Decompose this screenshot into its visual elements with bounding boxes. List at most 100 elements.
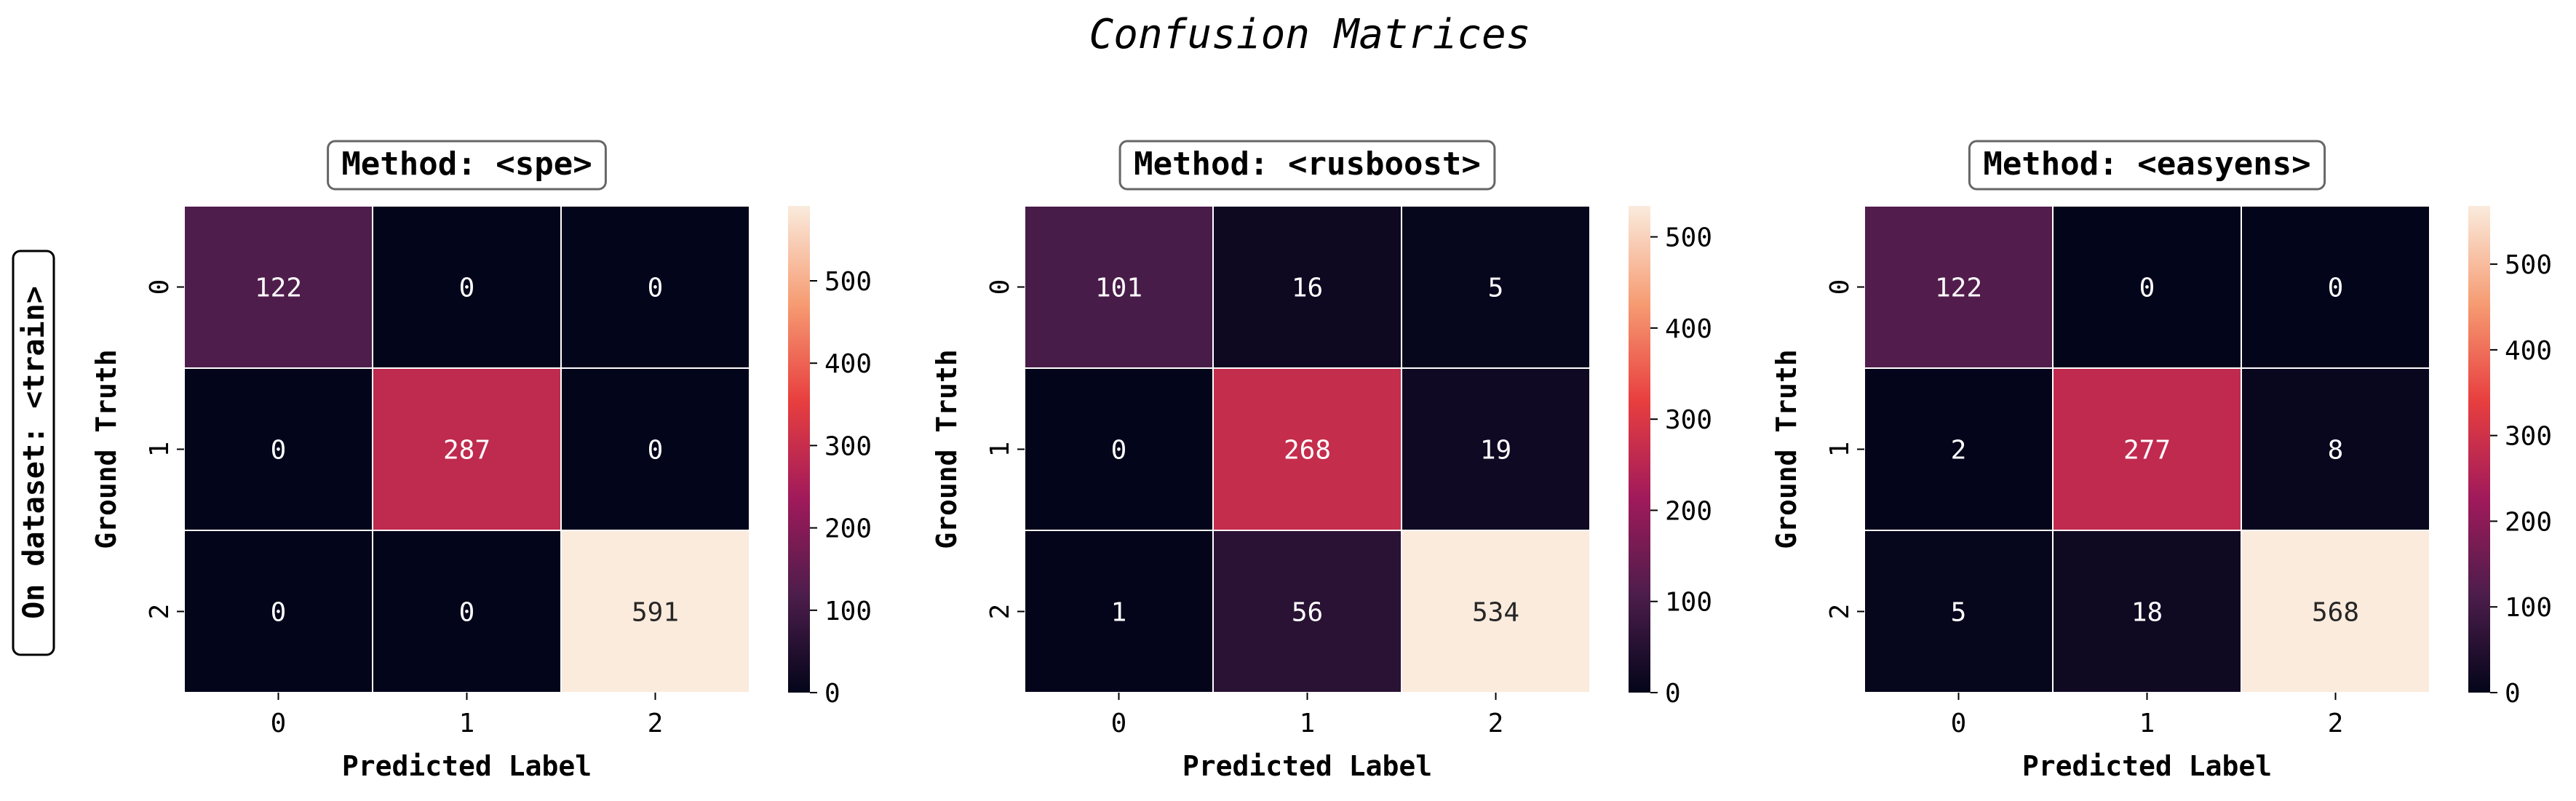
heatmap-cell xyxy=(1024,367,1214,531)
x-tick-label: 1 xyxy=(2139,709,2155,738)
cell-value-label: 122 xyxy=(255,274,302,303)
panel-title-box xyxy=(1968,140,2326,191)
y-tick-label: 2 xyxy=(145,604,175,620)
panel-title: Method: <easyens> xyxy=(1983,146,2310,183)
x-axis-label: Predicted Label xyxy=(2022,750,2272,782)
heatmap-cell xyxy=(1401,367,1591,531)
heatmap-cell xyxy=(1212,367,1402,531)
cell-value-label: 0 xyxy=(2139,274,2155,303)
panel-1: Method: <rusboost> 101 16 5 0 268 19 1 56 534 0 1 20… xyxy=(931,140,1712,782)
heatmap-cell xyxy=(2241,367,2430,531)
y-axis-label: Ground Truth xyxy=(1770,349,1802,549)
heatmap-cell xyxy=(1864,205,2054,369)
colorbar-tick-label: 100 xyxy=(2505,593,2552,623)
cell-value-label: 534 xyxy=(1472,598,1519,628)
heatmap-cell xyxy=(1864,367,2054,531)
cell-value-label: 0 xyxy=(459,274,475,303)
cell-value-label: 0 xyxy=(271,598,287,628)
figure-title: Confusion Matrices xyxy=(1089,11,1531,58)
heatmap-cell xyxy=(2241,530,2430,693)
heatmap-cell xyxy=(2241,205,2430,369)
cell-value-label: 0 xyxy=(648,436,664,466)
x-tick-label: 1 xyxy=(1300,709,1316,738)
cell-value-label: 0 xyxy=(1111,436,1127,466)
colorbar-tick-label: 400 xyxy=(1665,314,1712,344)
colorbar-tick-label: 200 xyxy=(824,514,872,544)
colorbar-tick-label: 0 xyxy=(2505,679,2521,709)
cell-value-label: 56 xyxy=(1292,598,1323,628)
colorbar-tick-label: 0 xyxy=(1665,679,1681,709)
colorbar-tick-label: 300 xyxy=(2505,422,2552,452)
x-tick-label: 1 xyxy=(459,709,475,738)
cell-value-label: 5 xyxy=(1488,274,1504,303)
x-tick-label: 0 xyxy=(271,709,287,738)
colorbar-tick-label: 300 xyxy=(824,431,872,461)
row-label: On dataset: <train> xyxy=(12,250,55,656)
colorbar-tick-label: 400 xyxy=(824,349,872,379)
cell-value-label: 0 xyxy=(271,436,287,466)
panel-2: Method: <easyens> 122 0 0 2 277 8 5 18 568 0 1 2 0 1 2 P… xyxy=(1770,140,2552,782)
y-tick-label: 2 xyxy=(1825,604,1855,620)
y-tick-label: 0 xyxy=(1825,279,1855,295)
cell-value-label: 591 xyxy=(632,598,679,628)
colorbar-tick-label: 300 xyxy=(1665,405,1712,435)
y-axis-label: Ground Truth xyxy=(90,349,122,549)
row-label-box xyxy=(12,250,55,656)
heatmap-cell xyxy=(1212,530,1402,693)
cell-value-label: 122 xyxy=(1935,274,1982,303)
cell-value-label: 16 xyxy=(1292,274,1323,303)
cell-value-label: 0 xyxy=(2328,274,2344,303)
panel-title-box xyxy=(327,140,607,191)
cell-value-label: 568 xyxy=(2312,598,2359,628)
colorbar-tick-label: 200 xyxy=(2505,507,2552,537)
heatmap-cell xyxy=(2052,367,2242,531)
colorbar xyxy=(2468,206,2490,693)
colorbar-tick-label: 500 xyxy=(1665,223,1712,253)
colorbar-tick-label: 200 xyxy=(1665,496,1712,526)
heatmap-cell xyxy=(560,367,750,531)
colorbar-tick-label: 0 xyxy=(824,679,840,709)
heatmap-cell xyxy=(1024,205,1214,369)
x-axis-label: Predicted Label xyxy=(1182,750,1432,782)
y-tick-label: 0 xyxy=(985,279,1015,295)
heatmap-cell xyxy=(1401,205,1591,369)
colorbar-tick-label: 500 xyxy=(2505,250,2552,280)
x-tick-label: 0 xyxy=(1951,709,1967,738)
y-axis-label: Ground Truth xyxy=(931,349,963,549)
heatmap-cell xyxy=(183,367,373,531)
colorbar-tick-label: 500 xyxy=(824,267,872,297)
x-tick-label: 0 xyxy=(1111,709,1127,738)
panel-title: Method: <spe> xyxy=(341,146,592,183)
panel-0: Method: <spe> 122 0 0 0 287 0 0 0 591 0 1 2 0 1 2 Predic… xyxy=(90,140,872,782)
cell-value-label: 101 xyxy=(1095,274,1142,303)
y-tick-label: 0 xyxy=(145,279,175,295)
heatmap-cell xyxy=(560,205,750,369)
colorbar xyxy=(788,206,810,693)
panel-title-box xyxy=(1118,140,1496,191)
heatmap-cell xyxy=(372,367,562,531)
panel-title: Method: <rusboost> xyxy=(1134,146,1481,183)
cell-value-label: 19 xyxy=(1480,436,1511,466)
heatmap-cell xyxy=(183,530,373,693)
y-tick-label: 1 xyxy=(145,442,175,458)
cell-value-label: 277 xyxy=(2123,436,2171,466)
cell-value-label: 268 xyxy=(1284,436,1331,466)
x-axis-label: Predicted Label xyxy=(342,750,592,782)
colorbar-tick-label: 100 xyxy=(824,597,872,626)
cell-value-label: 5 xyxy=(1951,598,1967,628)
colorbar-tick-label: 400 xyxy=(2505,336,2552,366)
row-label-text: On dataset: <train> xyxy=(17,286,51,619)
colorbar xyxy=(1629,206,1650,693)
cell-value-label: 2 xyxy=(1951,436,1967,466)
cell-value-label: 1 xyxy=(1111,598,1127,628)
cell-value-label: 287 xyxy=(443,436,490,466)
heatmap-cell xyxy=(1212,205,1402,369)
y-tick-label: 1 xyxy=(985,442,1015,458)
heatmap-cell xyxy=(1401,530,1591,693)
heatmap-cell xyxy=(2052,205,2242,369)
colorbar-tick-label: 100 xyxy=(1665,588,1712,618)
heatmap-cell xyxy=(1024,530,1214,693)
cell-value-label: 0 xyxy=(648,274,664,303)
